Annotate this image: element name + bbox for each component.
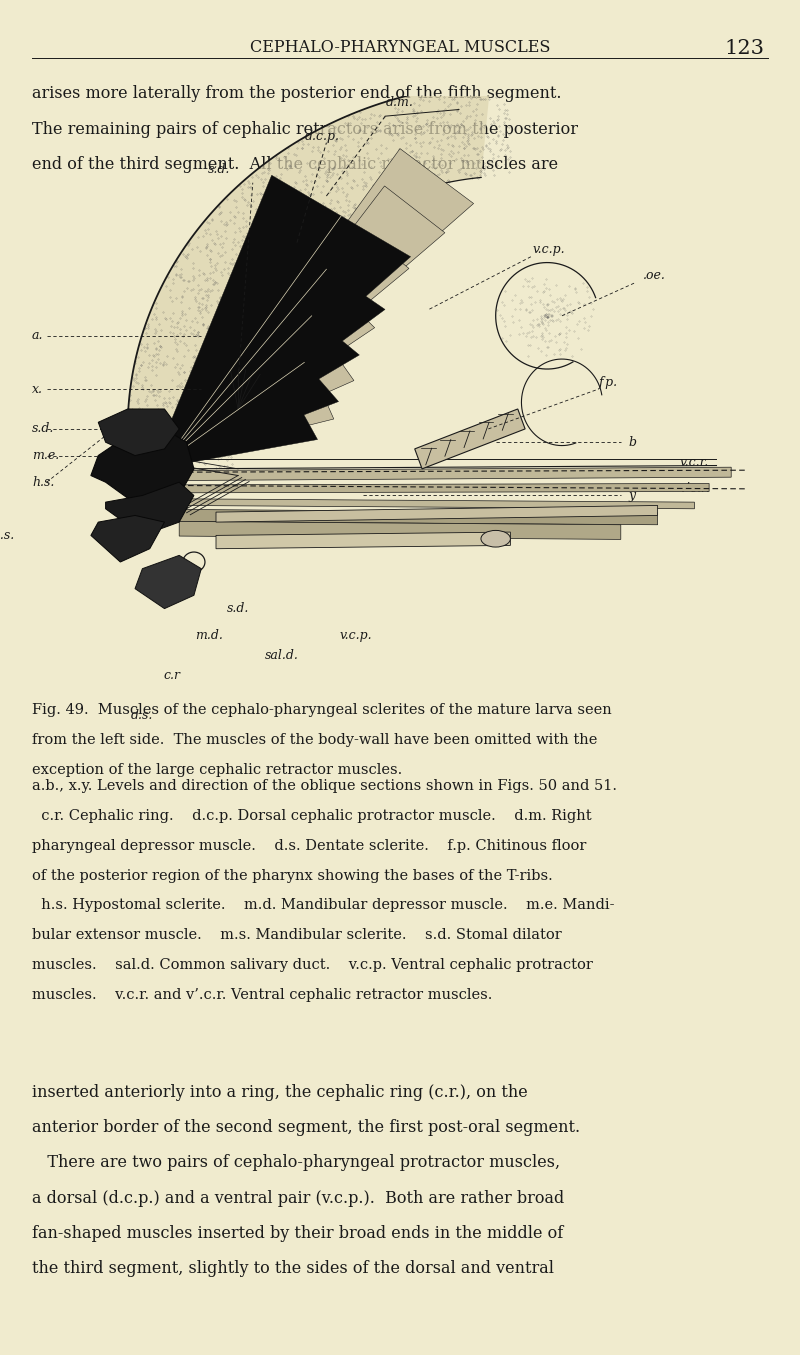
Text: bular extensor muscle.    m.s. Mandibular sclerite.    s.d. Stomal dilator: bular extensor muscle. m.s. Mandibular s… xyxy=(32,928,562,942)
Text: c.r. Cephalic ring.    d.c.p. Dorsal cephalic protractor muscle.    d.m. Right: c.r. Cephalic ring. d.c.p. Dorsal cephal… xyxy=(32,809,592,822)
Text: pharyngeal depressor muscle.    d.s. Dentate sclerite.    f.p. Chitinous floor: pharyngeal depressor muscle. d.s. Dentat… xyxy=(32,839,586,852)
Text: end of the third segment.  All the cephalic retractor muscles are: end of the third segment. All the cephal… xyxy=(32,156,558,173)
Text: of the posterior region of the pharynx showing the bases of the T-ribs.: of the posterior region of the pharynx s… xyxy=(32,869,553,882)
Text: a.b., x.y. Levels and direction of the oblique sections shown in Figs. 50 and 51: a.b., x.y. Levels and direction of the o… xyxy=(32,779,617,793)
Text: 123: 123 xyxy=(724,39,764,58)
Text: h.s. Hypostomal sclerite.    m.d. Mandibular depressor muscle.    m.e. Mandi-: h.s. Hypostomal sclerite. m.d. Mandibula… xyxy=(32,898,614,912)
Text: muscles.    v.c.r. and v’.c.r. Ventral cephalic retractor muscles.: muscles. v.c.r. and v’.c.r. Ventral ceph… xyxy=(32,988,492,1001)
Text: fan-shaped muscles inserted by their broad ends in the middle of: fan-shaped muscles inserted by their bro… xyxy=(32,1225,563,1243)
Text: exception of the large cephalic retractor muscles.: exception of the large cephalic retracto… xyxy=(32,763,402,776)
Text: anterior border of the second segment, the first post-oral segment.: anterior border of the second segment, t… xyxy=(32,1119,580,1137)
Text: arises more laterally from the posterior end of the fifth segment.: arises more laterally from the posterior… xyxy=(32,85,562,103)
Text: inserted anteriorly into a ring, the cephalic ring (c.r.), on the: inserted anteriorly into a ring, the cep… xyxy=(32,1084,528,1102)
Text: a dorsal (d.c.p.) and a ventral pair (v.c.p.).  Both are rather broad: a dorsal (d.c.p.) and a ventral pair (v.… xyxy=(32,1190,564,1207)
Text: from the left side.  The muscles of the body-wall have been omitted with the: from the left side. The muscles of the b… xyxy=(32,733,598,747)
Text: The remaining pairs of cephalic retractors arise from the posterior: The remaining pairs of cephalic retracto… xyxy=(32,121,578,138)
Text: muscles.    sal.d. Common salivary duct.    v.c.p. Ventral cephalic protractor: muscles. sal.d. Common salivary duct. v.… xyxy=(32,958,593,972)
Text: There are two pairs of cephalo-pharyngeal protractor muscles,: There are two pairs of cephalo-pharyngea… xyxy=(32,1154,560,1172)
Text: the third segment, slightly to the sides of the dorsal and ventral: the third segment, slightly to the sides… xyxy=(32,1260,554,1278)
Text: CEPHALO-PHARYNGEAL MUSCLES: CEPHALO-PHARYNGEAL MUSCLES xyxy=(250,39,550,57)
Text: Fig. 49.  Muscles of the cephalo-pharyngeal sclerites of the mature larva seen: Fig. 49. Muscles of the cephalo-pharynge… xyxy=(32,703,612,717)
